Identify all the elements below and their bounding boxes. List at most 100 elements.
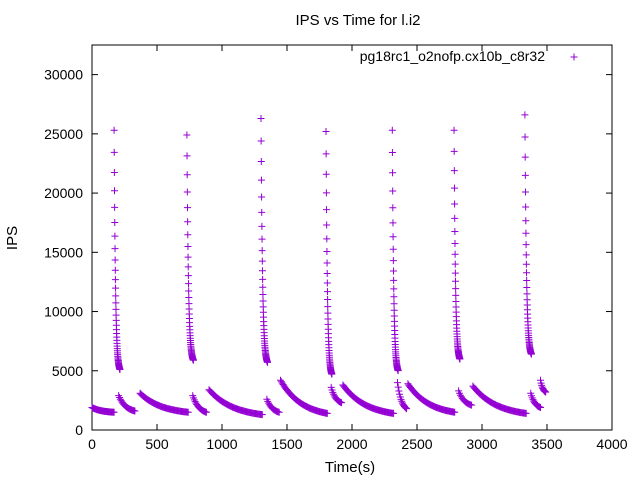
data-point bbox=[257, 157, 265, 165]
data-point bbox=[258, 235, 266, 243]
data-point bbox=[265, 399, 273, 407]
data-point bbox=[451, 260, 459, 268]
data-point bbox=[389, 204, 397, 212]
data-point bbox=[522, 229, 530, 237]
data-point bbox=[527, 350, 535, 358]
data-point bbox=[338, 399, 346, 407]
data-point bbox=[110, 187, 118, 195]
data-point bbox=[183, 152, 191, 160]
x-tick-label: 2000 bbox=[336, 436, 367, 452]
data-point bbox=[110, 408, 118, 416]
data-point bbox=[389, 169, 397, 177]
data-point bbox=[389, 245, 397, 253]
data-point bbox=[451, 200, 459, 208]
data-point bbox=[521, 188, 529, 196]
y-axis-label: IPS bbox=[4, 226, 21, 250]
y-tick-label: 10000 bbox=[44, 304, 83, 320]
data-point bbox=[131, 407, 139, 415]
data-point bbox=[522, 251, 530, 259]
data-point bbox=[264, 358, 271, 366]
data-point bbox=[112, 284, 120, 292]
y-tick-label: 5000 bbox=[52, 363, 83, 379]
data-point bbox=[324, 303, 332, 311]
data-point bbox=[542, 388, 550, 396]
data-point bbox=[111, 276, 119, 284]
data-point bbox=[190, 396, 198, 404]
data-point bbox=[257, 137, 265, 145]
data-point bbox=[521, 153, 529, 161]
data-point bbox=[275, 408, 283, 416]
data-point bbox=[259, 283, 267, 291]
data-point bbox=[116, 365, 124, 373]
data-point bbox=[323, 248, 331, 256]
data-point bbox=[402, 404, 410, 412]
data-point bbox=[110, 126, 118, 134]
data-point bbox=[452, 291, 460, 299]
data-point bbox=[522, 217, 530, 225]
data-point bbox=[112, 292, 120, 300]
data-point bbox=[185, 280, 193, 288]
y-tick-label: 25000 bbox=[44, 126, 83, 142]
legend-label: pg18rc1_o2nofp.cx10b_c8r32 bbox=[360, 48, 545, 64]
data-point bbox=[183, 171, 191, 179]
data-point bbox=[537, 376, 544, 384]
x-tick-label: 0 bbox=[88, 436, 96, 452]
data-point bbox=[259, 290, 267, 298]
data-point bbox=[522, 409, 530, 417]
y-tick-label: 20000 bbox=[44, 185, 83, 201]
data-point bbox=[468, 401, 476, 409]
data-point bbox=[522, 241, 530, 249]
data-point bbox=[258, 208, 266, 216]
data-point bbox=[258, 247, 266, 255]
data-point bbox=[390, 300, 398, 308]
data-point bbox=[111, 266, 119, 274]
data-point bbox=[322, 150, 330, 158]
data-point bbox=[522, 260, 530, 268]
data-point bbox=[183, 131, 191, 139]
data-point bbox=[389, 187, 397, 195]
data-point bbox=[523, 284, 531, 292]
data-point bbox=[388, 149, 396, 157]
data-point bbox=[202, 408, 210, 416]
data-point bbox=[322, 189, 330, 197]
data-point bbox=[259, 297, 267, 305]
data-point bbox=[450, 167, 458, 175]
data-point bbox=[388, 126, 396, 134]
data-point bbox=[116, 395, 124, 403]
data-point bbox=[390, 285, 398, 293]
data-point bbox=[116, 394, 124, 402]
data-point bbox=[258, 267, 266, 275]
data-point bbox=[184, 408, 192, 416]
data-point bbox=[322, 170, 330, 178]
data-point bbox=[259, 275, 267, 283]
data-point bbox=[451, 250, 459, 258]
data-point bbox=[111, 256, 119, 264]
data-point bbox=[389, 267, 397, 275]
data-point bbox=[450, 184, 458, 192]
data-point bbox=[111, 245, 119, 253]
data-point bbox=[521, 111, 529, 119]
data-point bbox=[112, 299, 120, 307]
data-point bbox=[390, 276, 398, 284]
data-point bbox=[401, 403, 409, 411]
axis-ticks: 0 500 1000 1500 2000 2500 3000 3500 4000 0 5000 100… bbox=[44, 45, 628, 452]
x-axis-label: Time(s) bbox=[325, 459, 375, 476]
x-tick-label: 2500 bbox=[401, 436, 432, 452]
data-point bbox=[451, 239, 459, 247]
x-tick-label: 500 bbox=[145, 436, 169, 452]
data-point bbox=[257, 176, 265, 184]
data-point bbox=[258, 193, 266, 201]
x-tick-label: 1500 bbox=[271, 436, 302, 452]
data-point bbox=[450, 126, 458, 134]
data-point bbox=[451, 214, 459, 222]
x-tick-label: 3000 bbox=[466, 436, 497, 452]
data-point bbox=[323, 288, 331, 296]
data-point bbox=[257, 114, 265, 122]
data-point bbox=[323, 279, 331, 287]
data-point bbox=[184, 242, 192, 250]
data-point bbox=[390, 409, 398, 417]
data-point bbox=[394, 367, 402, 375]
data-point bbox=[110, 148, 118, 156]
data-point bbox=[264, 397, 272, 405]
x-tick-label: 3500 bbox=[531, 436, 562, 452]
